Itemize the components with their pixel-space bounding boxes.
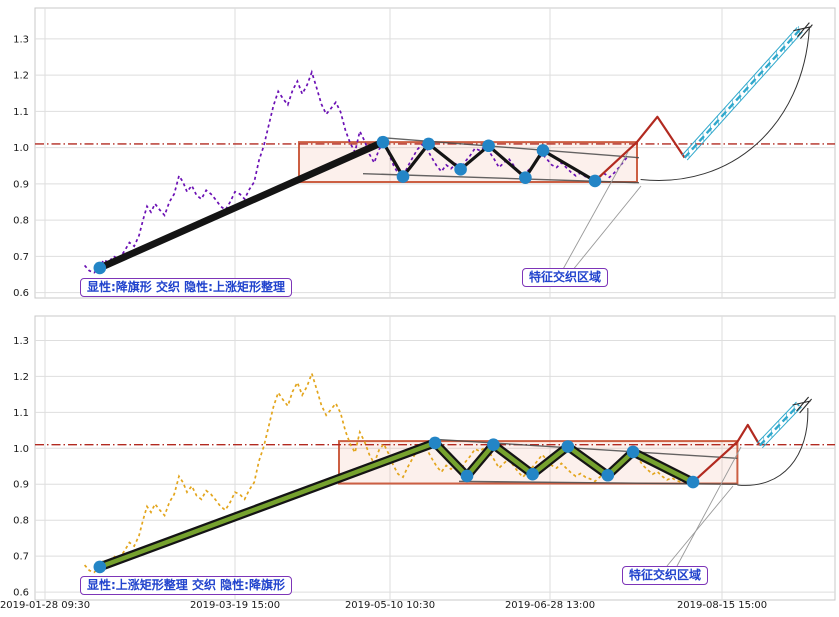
pivot-marker xyxy=(454,163,467,176)
x-tick-label: 2019-03-19 15:00 xyxy=(190,600,280,611)
pivot-marker xyxy=(93,560,107,574)
trend-line xyxy=(96,138,387,272)
channel-bound-line xyxy=(434,438,738,460)
channel-bound-line xyxy=(378,136,640,159)
y-tick-label: 0.6 xyxy=(13,288,29,299)
plot-border xyxy=(34,7,836,299)
subplot-bottom: 0.6 0.7 0.8 0.9 1.0 1.1 1.2 1.3 xyxy=(13,315,836,601)
x-tick-label: 2019-01-28 09:30 xyxy=(0,600,90,611)
y-tick-label: 0.7 xyxy=(13,252,29,263)
feature-region-label-bottom: 特征交织区域 xyxy=(622,566,709,585)
y-tick-label: 0.8 xyxy=(13,516,29,527)
pivot-marker xyxy=(422,137,435,151)
y-tick-label: 0.9 xyxy=(13,179,29,190)
subplot-top: 0.6 0.7 0.8 0.9 1.0 1.1 1.2 1.3 xyxy=(13,7,836,299)
end-flag-glyph xyxy=(793,22,813,40)
projection-line xyxy=(683,28,801,159)
pivot-marker xyxy=(376,135,390,149)
y-tick-label: 0.7 xyxy=(13,552,29,563)
pivot-marker xyxy=(487,438,500,451)
price-series xyxy=(83,370,692,574)
y-tick-label: 1.3 xyxy=(13,34,29,45)
y-tick-label: 0.8 xyxy=(13,216,29,227)
arc-guide xyxy=(737,408,809,486)
pivot-marker xyxy=(686,475,700,489)
breakout-line xyxy=(594,115,686,182)
x-tick-label: 2019-05-10 10:30 xyxy=(345,600,435,611)
projection-line xyxy=(758,403,800,447)
x-tick-label: 2019-06-28 13:00 xyxy=(505,600,595,611)
pivot-marker xyxy=(519,171,532,184)
pattern-label-bottom: 显性:上涨矩形整理 交织 隐性:降旗形 xyxy=(80,576,292,595)
y-tick-label: 1.1 xyxy=(13,408,29,419)
pivot-marker xyxy=(626,445,640,459)
y-tick-label: 0.9 xyxy=(13,480,29,491)
y-tick-label: 1.3 xyxy=(13,336,29,347)
y-tick-label: 0.6 xyxy=(13,588,29,599)
y-tick-label: 1.2 xyxy=(13,372,29,383)
x-tick-label: 2019-08-15 15:00 xyxy=(677,600,767,611)
pivot-marker xyxy=(428,436,442,450)
projection-rail xyxy=(756,401,797,444)
annotation-leader-line xyxy=(676,446,742,567)
arc-guide xyxy=(640,27,810,181)
pattern-label-top: 显性:降旗形 交织 隐性:上涨矩形整理 xyxy=(80,278,292,297)
y-tick-label: 1.0 xyxy=(13,444,29,455)
projection-rail xyxy=(681,27,798,156)
y-tick-label: 1.1 xyxy=(13,107,29,118)
projection-rail xyxy=(686,31,803,161)
pivot-marker xyxy=(536,144,550,157)
annotation-leader-line xyxy=(561,151,629,272)
pivot-marker xyxy=(93,261,107,275)
pivot-marker xyxy=(601,468,615,482)
pivot-marker xyxy=(396,170,410,183)
plot-border xyxy=(34,315,836,601)
pivot-marker xyxy=(460,469,474,483)
pivot-marker xyxy=(482,139,495,153)
breakout-line xyxy=(692,423,761,483)
end-flag-glyph xyxy=(792,396,813,414)
y-tick-label: 1.0 xyxy=(13,143,29,154)
pivot-marker xyxy=(561,440,575,453)
pivot-marker xyxy=(588,174,602,188)
annotation-leader-line xyxy=(571,185,642,272)
y-tick-label: 1.2 xyxy=(13,71,29,82)
annotation-leader-line xyxy=(666,485,734,567)
pivot-marker xyxy=(526,467,539,481)
feature-region-label-top: 特征交织区域 xyxy=(522,268,609,287)
